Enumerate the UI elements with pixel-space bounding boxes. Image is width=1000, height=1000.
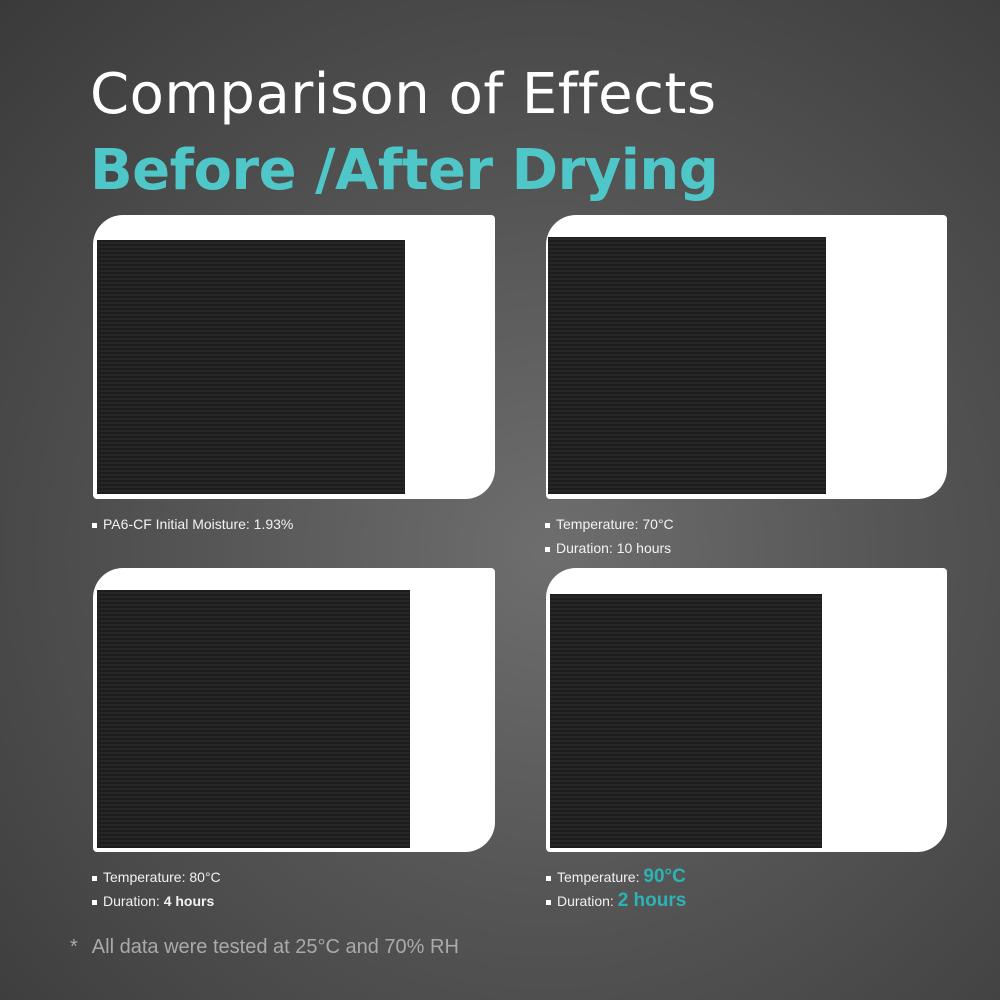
caption-line: PA6-CF Initial Moisture: 1.93% (92, 512, 293, 536)
caption-line: Temperature: 70°C (545, 512, 674, 536)
sample-swatch (548, 237, 826, 494)
caption-90c: Temperature: 90°C Duration: 2 hours (546, 865, 686, 913)
subtitle: Before /After Drying (90, 138, 719, 203)
caption-70c: Temperature: 70°C Duration: 10 hours (545, 512, 674, 560)
caption-line: Temperature: 80°C (92, 865, 221, 889)
caption-initial: PA6-CF Initial Moisture: 1.93% (92, 512, 293, 536)
sample-photo-90c (546, 568, 947, 852)
sample-swatch (97, 240, 405, 494)
sample-swatch (550, 594, 822, 848)
caption-line: Duration: 10 hours (545, 536, 674, 560)
sample-swatch (97, 590, 410, 848)
caption-line: Duration: 2 hours (546, 889, 686, 913)
caption-line: Duration: 4 hours (92, 889, 221, 913)
caption-80c: Temperature: 80°C Duration: 4 hours (92, 865, 221, 913)
title: Comparison of Effects (90, 62, 717, 127)
caption-line: Temperature: 90°C (546, 865, 686, 889)
sample-photo-initial (93, 215, 495, 499)
sample-photo-70c (546, 215, 947, 499)
sample-photo-80c (93, 568, 495, 852)
footnote: * All data were tested at 25°C and 70% RH (70, 936, 459, 958)
